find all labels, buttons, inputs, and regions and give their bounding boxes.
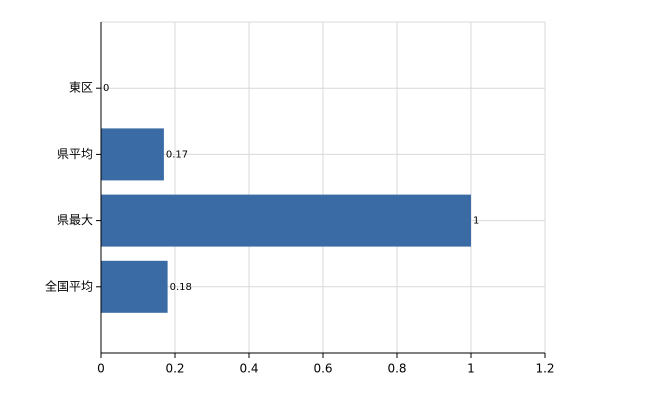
y-tick-label: 県最大 <box>57 213 93 227</box>
x-tick-label: 0.4 <box>239 362 258 376</box>
y-tick-label: 県平均 <box>57 147 93 161</box>
bar <box>101 128 164 181</box>
bar <box>101 260 168 313</box>
y-tick-label: 東区 <box>69 81 93 95</box>
value-label: 0 <box>103 83 109 94</box>
x-tick-label: 1.2 <box>535 362 554 376</box>
bar <box>101 194 471 247</box>
y-tick-label: 全国平均 <box>45 278 93 293</box>
value-label: 0.17 <box>166 149 188 160</box>
value-label: 0.18 <box>170 282 192 293</box>
x-tick-label: 0.2 <box>165 362 184 376</box>
value-label: 1 <box>473 216 479 227</box>
x-tick-label: 1 <box>467 362 475 376</box>
x-tick-label: 0.6 <box>313 362 332 376</box>
x-tick-label: 0 <box>97 362 105 376</box>
x-tick-label: 0.8 <box>387 362 406 376</box>
